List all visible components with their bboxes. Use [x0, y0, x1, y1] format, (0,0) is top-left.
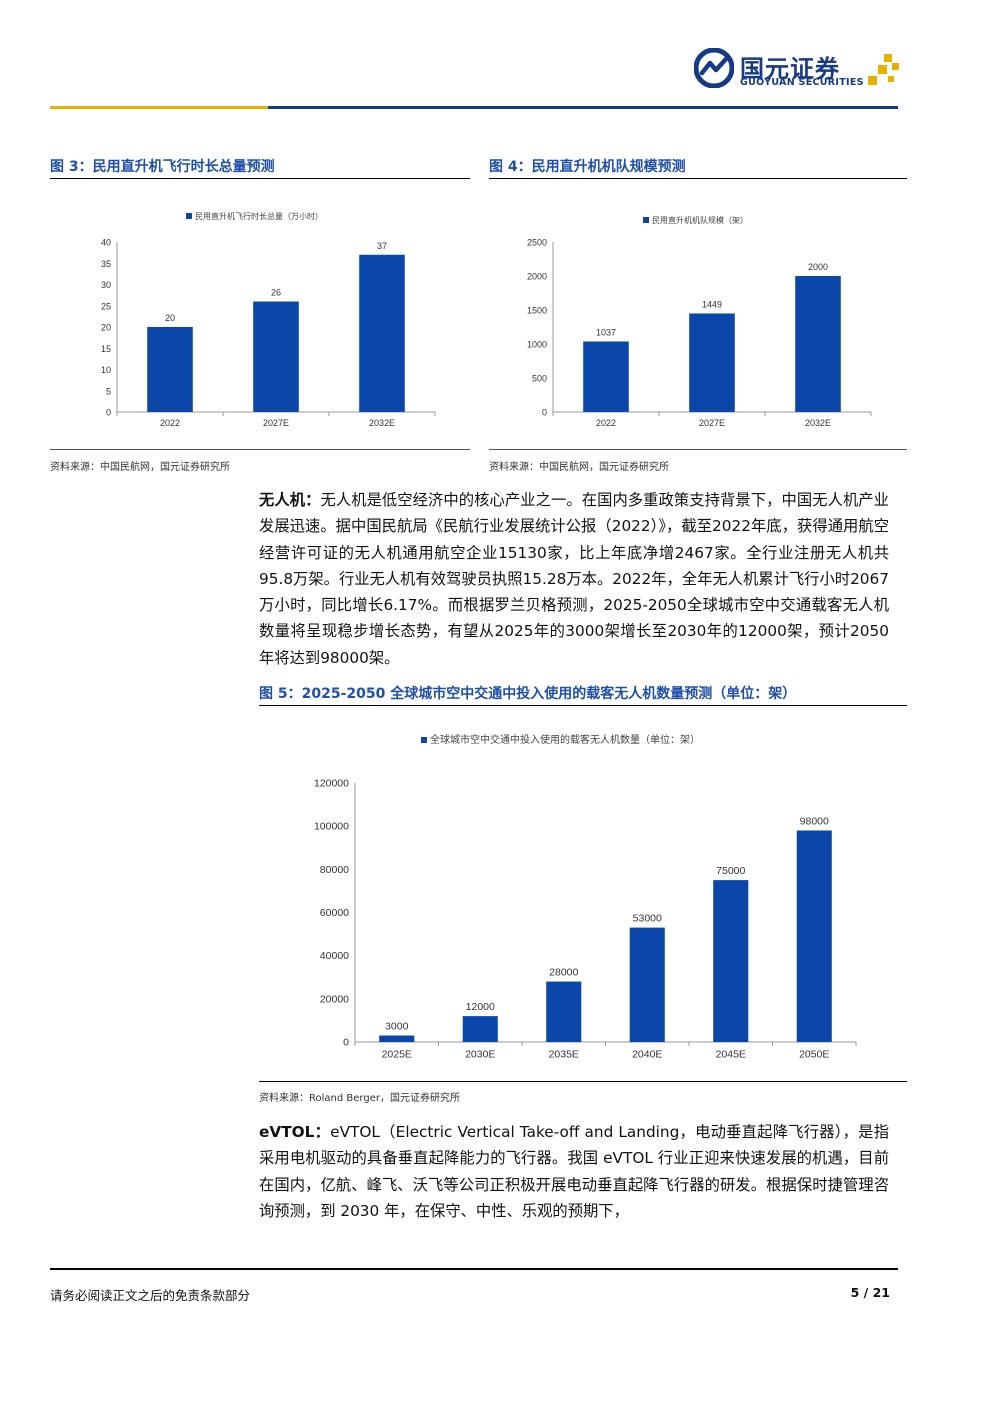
fig4-x-tick-label: 2027E [699, 418, 725, 428]
fig3-bar [147, 327, 193, 412]
fig4-y-tick-label: 1000 [527, 340, 547, 350]
fig5-bar [629, 927, 665, 1042]
fig3-y-tick-label: 30 [101, 280, 111, 290]
paragraph-evtol-text: eVTOL（Electric Vertical Take-off and Lan… [259, 1123, 889, 1220]
fig5-bar [462, 1016, 498, 1042]
fig3-chart: 民用直升机飞行时长总量（万小时） 0 5 10 15 20 25 30 35 40 20 2022 26… [101, 211, 436, 428]
fig4-data-label: 2000 [808, 262, 828, 272]
fig5-x-tick-label: 2035E [549, 1049, 579, 1061]
fig5-bar [713, 880, 749, 1042]
header-rule-blue [268, 106, 898, 109]
fig4-y-tick-label: 2500 [527, 238, 547, 248]
fig5-data-label: 98000 [800, 815, 829, 827]
fig5-data-label: 3000 [385, 1021, 409, 1033]
logo-gold-squares-icon [868, 54, 899, 85]
fig4-bottom-rule [489, 449, 907, 450]
fig5-title: 图 5：2025-2050 全球城市空中交通中投入使用的载客无人机数量预测（单位… [259, 686, 797, 702]
fig5-bar [796, 830, 832, 1042]
fig4-y-tick-label: 2000 [527, 272, 547, 282]
fig3-data-label: 20 [165, 313, 175, 323]
fig4-chart: 民用直升机机队规模（架） 0 500 1000 1500 2000 2500 1037 2022… [527, 215, 872, 428]
fig5-x-tick-label: 2030E [465, 1049, 495, 1061]
fig4-y-tick-label: 0 [542, 408, 547, 418]
fig3-source: 资料来源：中国民航网，国元证券研究所 [50, 462, 230, 473]
fig5-bar [546, 981, 582, 1042]
fig3-y-tick-label: 25 [101, 301, 111, 311]
fig4-source: 资料来源：中国民航网，国元证券研究所 [489, 462, 669, 473]
logo-english-name: GUOYUAN SECURITIES [740, 77, 864, 88]
fig4-x-tick-label: 2032E [805, 418, 831, 428]
fig3-data-label: 26 [271, 288, 281, 298]
fig3-y-tick-label: 40 [101, 238, 111, 248]
fig4-bar [795, 276, 841, 412]
fig3-legend-label: 民用直升机飞行时长总量（万小时） [195, 211, 323, 221]
fig5-chart: 全球城市空中交通中投入使用的载客无人机数量（单位：架） 0 20000 40000 60… [314, 733, 857, 1061]
fig5-legend-label: 全球城市空中交通中投入使用的载客无人机数量（单位：架） [430, 733, 700, 746]
fig4-x-tick-label: 2022 [596, 418, 616, 428]
fig5-y-tick-label: 60000 [320, 907, 349, 919]
fig3-y-tick-label: 15 [101, 344, 111, 354]
fig4-data-label: 1037 [596, 327, 616, 337]
fig4-title: 图 4：民用直升机机队规模预测 [489, 159, 686, 175]
fig3-title-rule [50, 178, 470, 179]
header-rule-gold [50, 106, 268, 109]
fig4-data-label: 1449 [702, 299, 722, 309]
fig5-x-tick-label: 2025E [382, 1049, 412, 1061]
paragraph-drones-lead: 无人机： [259, 491, 321, 509]
fig3-legend-swatch [186, 213, 192, 219]
fig3-y-tick-label: 35 [101, 259, 111, 269]
fig4-title-rule [489, 178, 907, 179]
fig3-x-tick-label: 2022 [160, 418, 180, 428]
page-number: 5 / 21 [850, 1285, 890, 1300]
fig4-legend-label: 民用直升机机队规模（架） [652, 215, 748, 225]
fig5-y-tick-label: 20000 [320, 993, 349, 1005]
fig3-y-tick-label: 10 [101, 365, 111, 375]
footer-rule [50, 1268, 898, 1270]
fig4-legend-swatch [643, 217, 649, 223]
fig5-title-rule [259, 705, 907, 706]
fig5-data-label: 75000 [716, 865, 745, 877]
footer-disclaimer: 请务必阅读正文之后的免责条款部分 [50, 1288, 251, 1303]
fig3-x-tick-label: 2027E [263, 418, 289, 428]
fig4-bar [583, 341, 629, 412]
fig5-data-label: 28000 [549, 967, 578, 979]
fig5-x-tick-label: 2040E [632, 1049, 662, 1061]
fig3-y-tick-label: 5 [106, 386, 111, 396]
fig5-data-label: 12000 [466, 1001, 495, 1013]
fig5-legend-swatch [421, 737, 427, 743]
fig4-bar [689, 313, 735, 412]
fig3-x-tick-label: 2032E [369, 418, 395, 428]
paragraph-evtol: eVTOL：eVTOL（Electric Vertical Take-off a… [259, 1119, 889, 1224]
fig5-data-label: 53000 [633, 913, 662, 925]
fig3-bottom-rule [50, 449, 470, 450]
paragraph-evtol-lead: eVTOL： [259, 1123, 331, 1141]
fig3-bar [253, 301, 299, 412]
fig3-y-tick-label: 0 [106, 408, 111, 418]
fig3-bar [359, 254, 405, 412]
fig5-bar [379, 1035, 415, 1042]
fig4-y-tick-label: 500 [532, 374, 547, 384]
fig5-y-tick-label: 40000 [320, 950, 349, 962]
fig5-x-tick-label: 2045E [716, 1049, 746, 1061]
logo-chinese-name: 国元证券 [740, 55, 840, 83]
fig5-source: 资料来源：Roland Berger，国元证券研究所 [259, 1093, 460, 1104]
fig5-y-tick-label: 80000 [320, 864, 349, 876]
fig5-y-tick-label: 100000 [314, 821, 349, 833]
fig5-y-tick-label: 120000 [314, 778, 349, 790]
paragraph-drones: 无人机：无人机是低空经济中的核心产业之一。在国内多重政策支持背景下，中国无人机产… [259, 487, 889, 671]
fig5-y-tick-label: 0 [343, 1037, 349, 1049]
fig3-title: 图 3：民用直升机飞行时长总量预测 [50, 159, 275, 175]
fig3-y-tick-label: 20 [101, 323, 111, 333]
fig3-data-label: 37 [377, 241, 387, 251]
paragraph-drones-text: 无人机是低空经济中的核心产业之一。在国内多重政策支持背景下，中国无人机产业发展迅… [259, 491, 889, 667]
guoyuan-logo-icon [694, 48, 734, 88]
fig4-y-tick-label: 1500 [527, 306, 547, 316]
fig5-bottom-rule [259, 1081, 907, 1082]
fig5-x-tick-label: 2050E [799, 1049, 829, 1061]
